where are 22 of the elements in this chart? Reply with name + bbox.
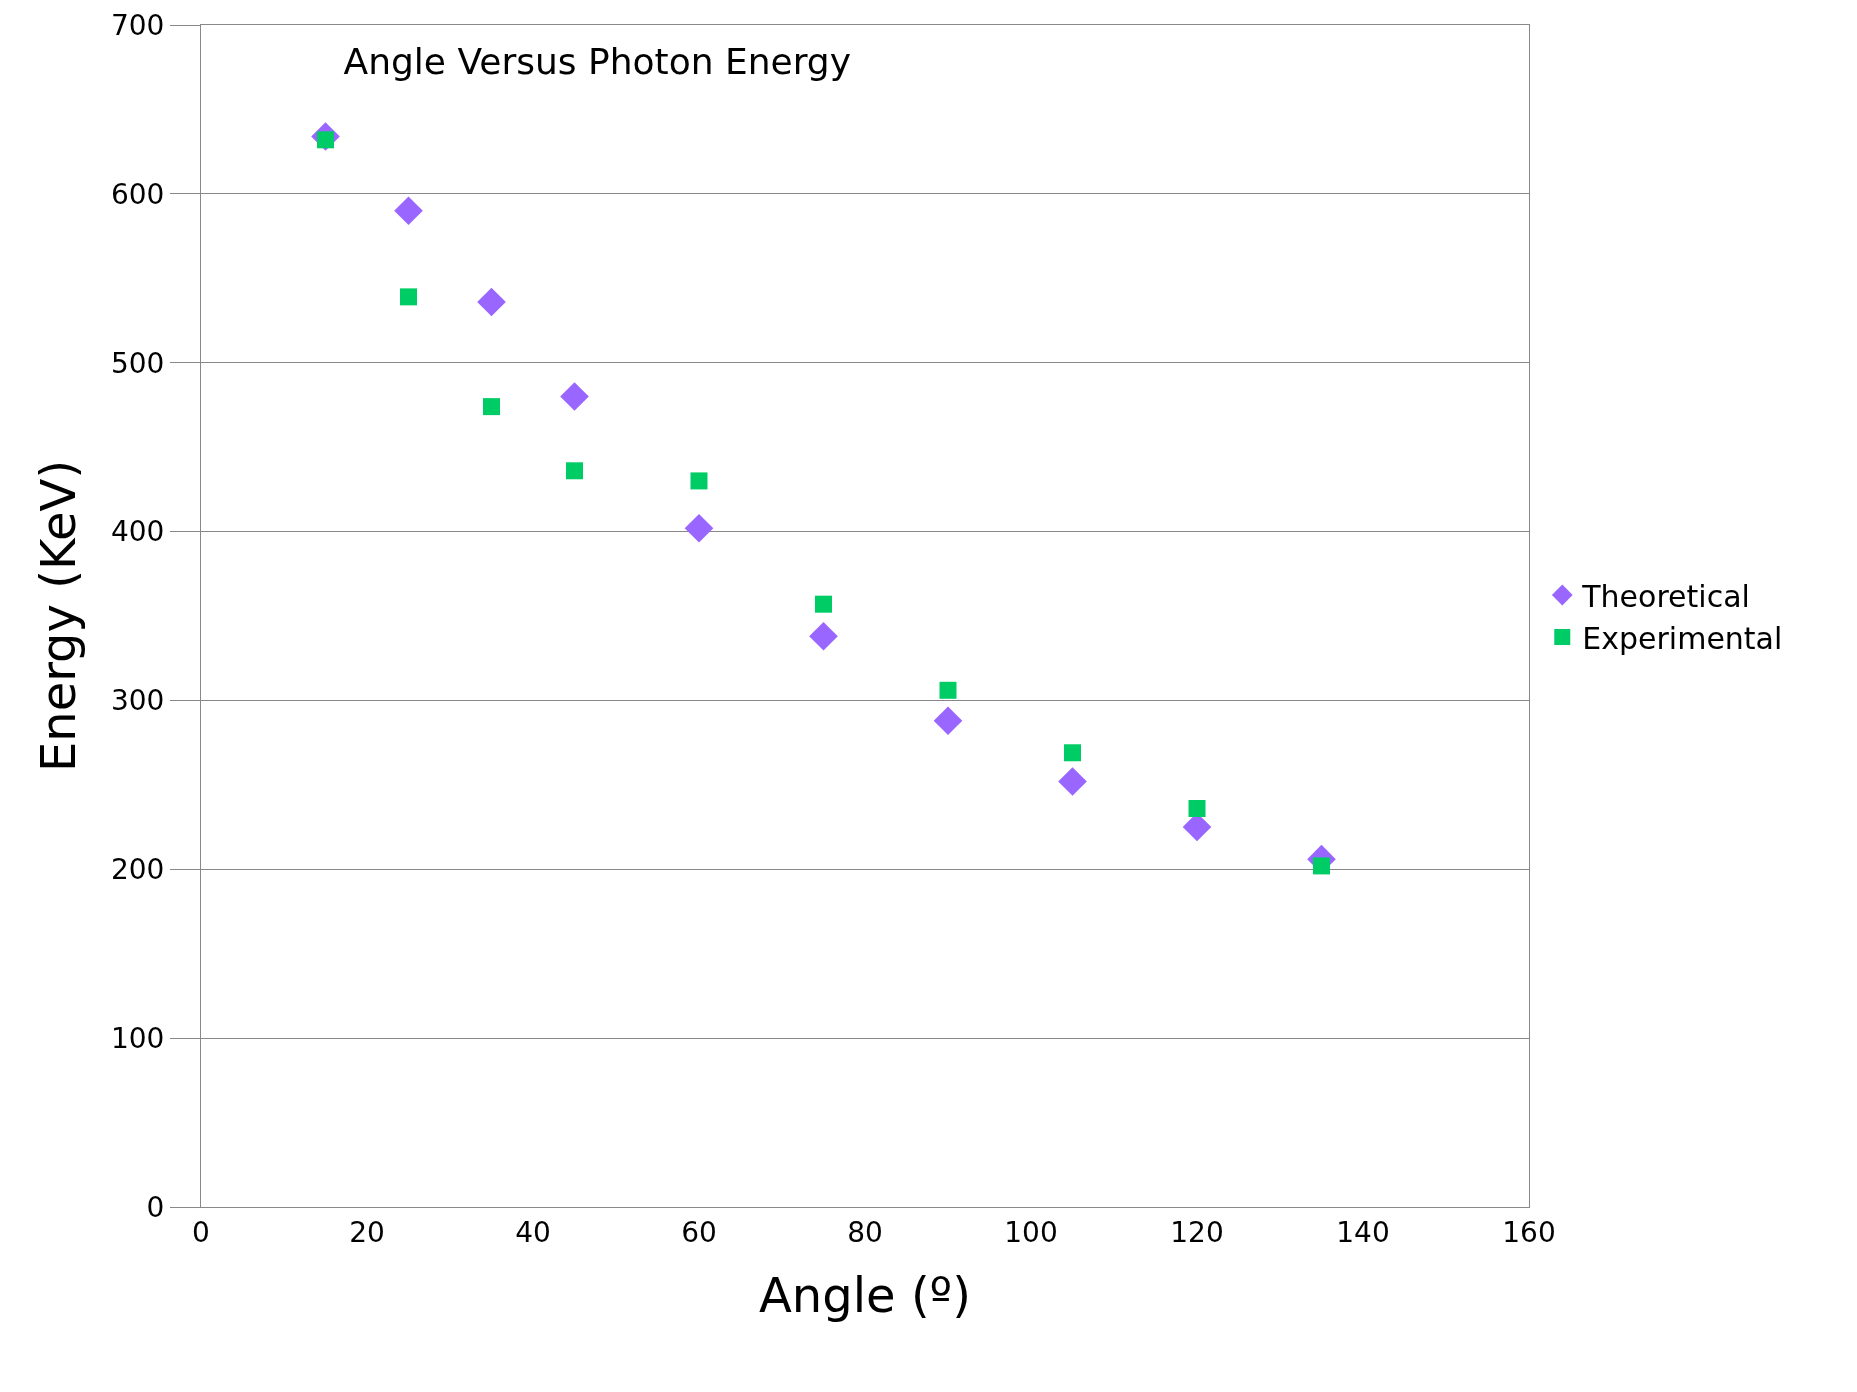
y-tick-label: 600: [110, 177, 165, 211]
x-tick-label: 0: [192, 1215, 210, 1249]
x-tick-label: 80: [847, 1215, 883, 1249]
legend-label: Theoretical: [1581, 578, 1750, 614]
legend-label: Experimental: [1582, 620, 1783, 656]
y-tick-label: 400: [110, 515, 165, 549]
y-tick-label: 700: [110, 8, 165, 42]
y-tick-label: 500: [110, 346, 165, 380]
y-tick-label: 100: [110, 1021, 165, 1055]
x-tick-label: 100: [1004, 1215, 1058, 1249]
text: Angle Versus Photon Energy: [343, 40, 851, 82]
x-tick-label: 140: [1336, 1215, 1390, 1249]
x-axis-title: Angle (º): [759, 1266, 971, 1323]
x-tick-label: 40: [515, 1215, 551, 1249]
x-tick-label: 20: [349, 1215, 385, 1249]
y-tick-label: 300: [110, 684, 165, 718]
x-tick-label: 120: [1170, 1215, 1224, 1249]
y-tick-label: 200: [110, 853, 165, 887]
x-tick-label: 160: [1502, 1215, 1556, 1249]
y-tick-label: 0: [146, 1190, 165, 1224]
y-axis-title: Energy (KeV): [29, 459, 86, 773]
x-tick-label: 60: [681, 1215, 717, 1249]
